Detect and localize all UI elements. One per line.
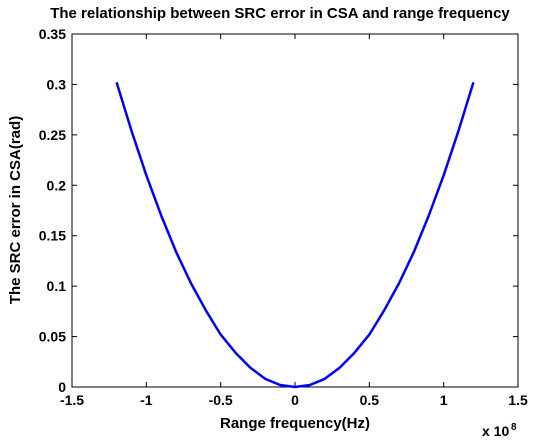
y-tick-label: 0.05 (39, 329, 66, 345)
x-tick-label: -1.5 (60, 392, 84, 408)
y-tick-label: 0.25 (39, 127, 66, 143)
x-tick-label: 0 (291, 392, 299, 408)
x-tick-label: 1 (440, 392, 448, 408)
y-tick-label: 0.2 (47, 177, 67, 193)
series-layer (115, 82, 475, 389)
y-axis: 0 0.05 0.1 0.15 0.2 0.25 0.3 0.35 (39, 26, 518, 395)
y-tick-label: 0.15 (39, 228, 66, 244)
x-axis-multiplier: x 10 (482, 423, 509, 439)
x-axis-label: Range frequency(Hz) (220, 415, 370, 432)
y-tick-label: 0.1 (47, 278, 67, 294)
x-tick-label: -1 (140, 392, 153, 408)
x-tick-label: 0.5 (360, 392, 380, 408)
x-tick-label: -0.5 (209, 392, 233, 408)
plot-area (71, 33, 519, 388)
y-axis-label: The SRC error in CSA(rad) (7, 116, 24, 304)
y-tick-label: 0 (58, 379, 66, 395)
y-tick-label: 0.3 (47, 76, 67, 92)
x-tick-label: 1.5 (508, 392, 528, 408)
series-line (115, 82, 475, 389)
y-tick-label: 0.35 (39, 26, 66, 42)
chart-title: The relationship between SRC error in CS… (50, 5, 510, 22)
x-axis: -1.5 -1 -0.5 0 0.5 1 1.5 (60, 34, 528, 408)
x-axis-multiplier-exponent: 8 (511, 422, 517, 433)
